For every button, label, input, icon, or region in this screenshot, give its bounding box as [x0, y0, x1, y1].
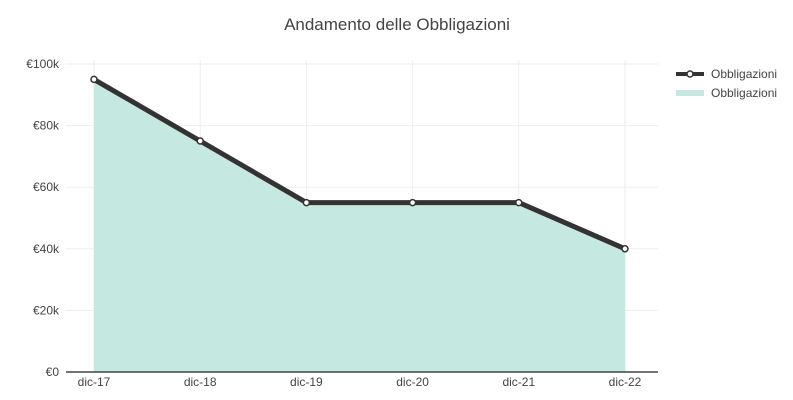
x-tick-label: dic-18 — [184, 375, 217, 389]
chart-title: Andamento delle Obbligazioni — [284, 15, 510, 34]
y-axis: €0 €20k €40k €60k €80k €100k — [26, 57, 60, 379]
y-tick-label: €100k — [26, 57, 60, 71]
data-point — [621, 245, 629, 253]
y-tick-label: €40k — [33, 242, 60, 256]
legend-label-area: Obbligazioni — [711, 86, 777, 100]
legend-marker — [686, 70, 694, 78]
area-layer — [94, 79, 625, 373]
y-tick-label: €60k — [33, 180, 60, 194]
x-tick-label: dic-21 — [502, 375, 535, 389]
area-series — [94, 79, 625, 373]
data-point — [515, 198, 523, 207]
data-point — [196, 137, 204, 145]
legend: Obbligazioni Obbligazioni — [676, 67, 777, 100]
x-tick-label: dic-22 — [609, 375, 642, 389]
line-series — [91, 76, 628, 252]
legend-item-line[interactable]: Obbligazioni — [676, 67, 777, 81]
data-point — [302, 198, 311, 207]
data-point — [408, 198, 417, 207]
y-tick-label: €80k — [33, 119, 60, 133]
line-layer — [90, 75, 629, 253]
legend-item-area[interactable]: Obbligazioni — [676, 86, 777, 100]
y-tick-label: €0 — [46, 365, 60, 379]
legend-label-line: Obbligazioni — [711, 67, 777, 81]
x-tick-label: dic-17 — [78, 375, 111, 389]
x-tick-label: dic-19 — [290, 375, 323, 389]
y-tick-label: €20k — [33, 303, 60, 317]
data-point — [90, 75, 98, 84]
x-axis: dic-17 dic-18 dic-19 dic-20 dic-21 dic-22 — [66, 371, 658, 389]
x-tick-label: dic-20 — [396, 375, 429, 389]
